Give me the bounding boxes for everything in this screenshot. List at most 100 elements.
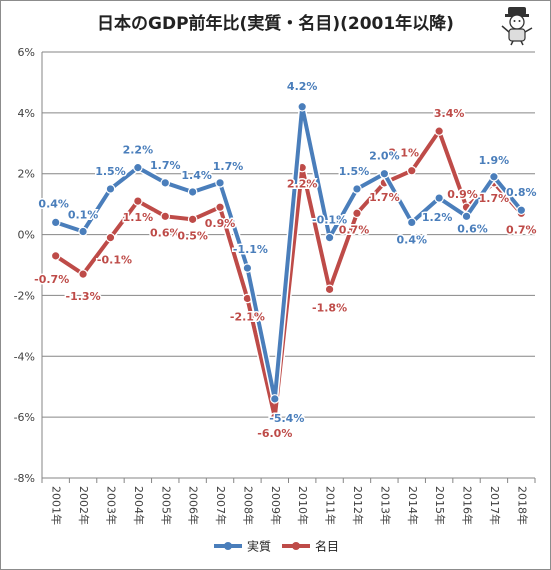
x-tick-label: 2004年 [132,486,146,525]
data-labels: -0.7%-1.3%-0.1%1.1%0.6%0.5%0.9%-2.1%-6.0… [33,78,538,441]
data-label: 0.5% [177,229,208,242]
data-label: 3.4% [434,107,465,120]
data-point [133,196,143,206]
data-point [406,165,417,176]
data-point [187,187,198,197]
data-label: -1.8% [312,301,347,314]
data-label: -2.1% [230,310,265,323]
data-label: 0.1% [68,209,99,222]
data-label: 0.7% [506,223,537,236]
data-label: -6.0% [257,427,292,440]
series-line-名目 [53,129,524,420]
y-tick-label: -8% [14,472,35,485]
data-point [406,217,417,228]
data-label: -1.1% [233,243,268,256]
data-point [434,126,444,136]
series-line-実質 [53,104,524,401]
data-point [324,232,335,243]
y-tick-label: 6% [18,46,35,59]
x-tick-label: 2009年 [269,486,283,525]
data-point [434,193,444,203]
data-point [78,269,88,279]
data-label: 1.4% [181,169,212,182]
data-label: 0.9% [447,188,478,201]
legend-marker [224,542,232,550]
data-label: 0.9% [205,217,236,230]
data-label: 0.7% [339,223,370,236]
data-label: 2.1% [388,147,419,160]
data-label: 4.2% [287,80,318,93]
data-point [324,284,335,295]
legend-label: 名目 [315,539,339,554]
data-point [297,101,307,112]
x-tick-label: 2006年 [187,486,201,525]
x-tick-label: 2011年 [324,486,338,525]
y-tick-label: -4% [14,350,35,363]
data-point [215,178,225,188]
data-point [50,251,61,261]
data-label: 0.4% [38,197,69,210]
x-tick-label: 2002年 [77,486,91,525]
data-label: 2.2% [123,144,154,157]
y-tick-label: 4% [18,107,35,120]
data-point [133,162,143,173]
data-label: 0.8% [506,186,537,199]
data-label: 1.7% [369,191,400,204]
legend-label: 実質 [247,539,271,554]
data-point [270,394,280,404]
legend: 実質 名目 [214,539,339,554]
x-tick-label: 2016年 [461,486,475,525]
x-tick-label: 2012年 [351,486,365,525]
data-label: 0.6% [457,222,488,235]
data-label: 1.7% [150,159,181,172]
x-tick-label: 2005年 [159,486,173,525]
data-label: 1.5% [339,165,370,178]
data-point [516,205,527,216]
data-point [270,412,280,422]
axes: -8% -6% -4% -2% 0% 2% 4% 6% 2001年 2002年 2003年 2004年… [14,46,536,525]
data-label: -0.1% [97,254,132,267]
data-point [242,263,253,273]
x-tick-label: 2001年 [50,486,64,525]
data-point [78,226,88,237]
x-tick-label: 2008年 [241,486,255,525]
data-label: 1.2% [422,211,453,224]
x-tick-label: 2017年 [488,486,502,525]
data-point [105,184,116,194]
data-label: -1.3% [66,290,101,303]
legend-marker [292,542,300,550]
data-point [105,232,116,243]
data-point [379,168,390,179]
x-tick-label: 2013年 [378,486,392,525]
data-point [50,217,61,228]
data-label: -0.7% [34,273,69,286]
x-tick-label: 2010年 [296,486,310,525]
x-tick-label: 2014年 [406,486,420,525]
mascot-illustration-icon [501,7,533,46]
data-point [352,208,362,219]
y-tick-label: 0% [18,229,35,242]
x-tick-label: 2007年 [214,486,228,525]
data-point [461,211,472,222]
chart-title: 日本のGDP前年比(実質・名目)(2001年以降) [97,14,454,34]
data-point [160,211,171,222]
data-point [160,178,171,188]
data-label: 1.5% [95,165,126,178]
x-tick-label: 2015年 [433,486,447,525]
data-label: 0.6% [150,226,181,239]
data-label: 0.4% [396,233,427,246]
y-tick-label: -2% [14,289,35,302]
x-tick-label: 2003年 [104,486,118,525]
data-point [215,202,225,212]
data-label: 1.7% [213,160,244,173]
data-label: 1.9% [479,154,510,167]
data-point [489,171,499,182]
data-label: -0.1% [312,214,347,227]
data-point [352,184,362,194]
data-label: 2.2% [287,178,318,191]
data-label: 2.0% [369,150,400,163]
series-lines [50,101,527,422]
y-tick-label: 2% [18,168,35,181]
